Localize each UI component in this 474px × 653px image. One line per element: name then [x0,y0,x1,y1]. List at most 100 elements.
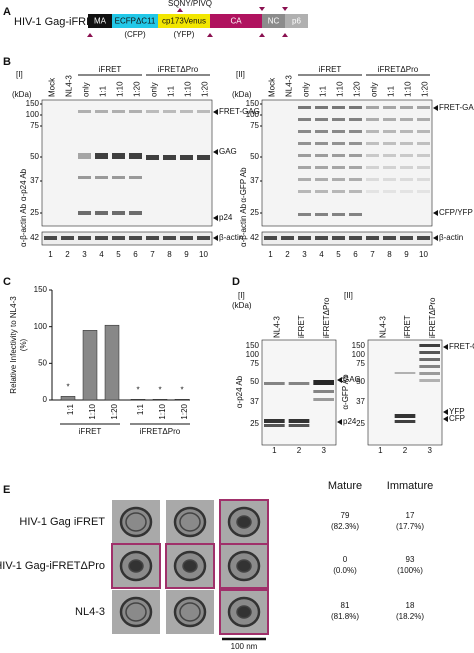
band [332,106,345,109]
band [264,419,285,423]
y-axis-label: (%) [19,338,28,351]
lane-number: 3 [82,250,87,259]
band [349,236,362,240]
band-label: β-actin [219,233,243,242]
actin-blot [261,231,433,246]
lane-number: 6 [353,250,358,259]
band [366,166,379,169]
core [125,602,147,622]
lane-label: iFRET [403,315,412,338]
band [288,424,310,427]
band [366,118,379,121]
lane-label: only [302,82,311,97]
band [95,176,108,179]
band [315,236,328,240]
band-arrow [433,105,438,111]
lane-number: 2 [403,446,408,455]
domain-label: MA [94,17,107,26]
kda-marker: 100 [26,110,40,119]
lane-number: 10 [419,250,428,259]
band [400,190,413,193]
cleave-arrow [282,7,288,11]
core [128,559,144,573]
actin-axis-label: α-β-actin Ab [19,203,28,247]
group-label: iFRETΔPro [140,427,181,436]
band [394,420,416,423]
band [78,176,91,179]
group-label: iFRETΔPro [158,65,199,74]
core [125,512,147,532]
band [315,190,328,193]
domain-label: cp173Venus [162,17,206,26]
band [298,178,311,181]
bar [60,396,76,401]
band [315,213,328,216]
lane-number: 9 [404,250,409,259]
band-arrow [213,109,218,115]
band [298,190,311,193]
band [332,130,345,133]
band [417,190,430,193]
domain-box [285,14,308,28]
band [264,236,277,240]
percent: (17.7%) [396,522,424,531]
blot-tag: [I] [238,291,245,300]
band [332,154,345,157]
kda-marker: 75 [250,121,259,130]
band [332,166,345,169]
band [366,236,379,240]
band [400,166,413,169]
bar [152,399,168,401]
band-arrow [337,419,342,425]
band [313,380,334,385]
kda-marker: 37 [250,176,259,185]
band [417,166,430,169]
kda-marker: 25 [30,208,39,217]
construct-name: HIV-1 Gag-iFRET [14,16,100,28]
actin-marker: 42 [30,233,39,242]
band [366,190,379,193]
band [349,130,362,133]
band-arrow [443,344,448,350]
band-arrow [213,235,218,241]
band [332,236,345,240]
y-tick-label: 0 [43,395,48,404]
band [332,118,345,121]
band [95,110,108,113]
lane-label: iFRET [297,315,306,338]
band [366,142,379,145]
count: 17 [406,511,415,520]
band [400,154,413,157]
count: 79 [341,511,350,520]
y-axis-label: α-GFP Ab [239,167,248,203]
kda-marker: 100 [352,350,366,359]
band [400,130,413,133]
band [349,213,362,216]
band [349,190,362,193]
band [129,153,142,159]
kda-marker: 75 [356,359,365,368]
percent: (82.3%) [331,522,359,531]
band [129,176,142,179]
band-label: p24 [343,417,357,426]
band [315,118,328,121]
band [112,211,125,215]
cleave-arrow [87,33,93,37]
band-label: FRET-GAG [439,103,474,112]
band [281,236,294,240]
site-arrow [177,8,183,12]
panel-label: C [3,276,11,288]
band [315,178,328,181]
row-label: NL4-3 [75,606,105,618]
actin-axis-label: α-β-actin Ab [239,203,248,247]
bar [130,399,146,401]
lane-number: 6 [133,250,138,259]
core [236,559,252,573]
lane-label: 1:10 [336,81,345,97]
kda-marker: 50 [356,377,365,386]
lane-label: 1:1 [387,85,396,97]
kda-marker: 50 [250,152,259,161]
y-axis-label: Relative Infectivity to NL4-3 [9,296,18,394]
annotation: * [66,382,69,391]
